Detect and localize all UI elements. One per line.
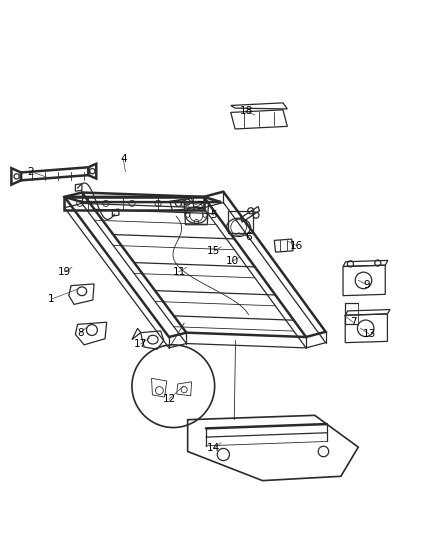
Text: 5: 5 — [211, 210, 217, 220]
Text: 12: 12 — [162, 394, 176, 404]
Text: 2: 2 — [28, 167, 34, 176]
Text: 13: 13 — [363, 329, 376, 339]
Text: 10: 10 — [226, 256, 239, 266]
Text: 1: 1 — [48, 294, 55, 304]
Text: 3: 3 — [196, 200, 203, 211]
Text: 4: 4 — [120, 154, 127, 164]
Text: 6: 6 — [245, 232, 252, 242]
Text: 19: 19 — [58, 266, 71, 277]
Text: 16: 16 — [290, 240, 303, 251]
Text: 18: 18 — [239, 106, 253, 116]
Text: 7: 7 — [350, 317, 357, 327]
Text: 8: 8 — [77, 328, 84, 337]
Text: 14: 14 — [207, 443, 220, 454]
Text: 15: 15 — [207, 246, 220, 256]
Text: 9: 9 — [364, 280, 370, 290]
Text: 11: 11 — [172, 266, 186, 277]
Text: 17: 17 — [134, 339, 147, 349]
